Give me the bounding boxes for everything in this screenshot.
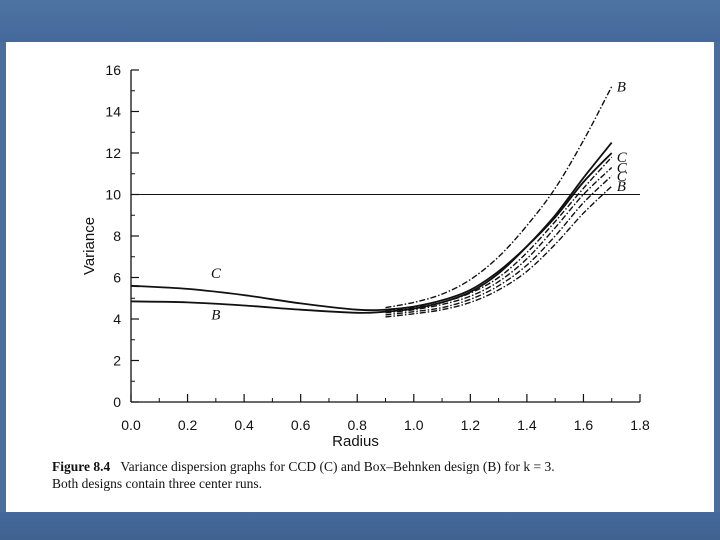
series-label-b: B (617, 80, 626, 96)
series-line-b-1 (130, 142, 613, 314)
x-tick-label: 1.6 (574, 417, 594, 433)
x-tick-label: 1.4 (517, 417, 537, 433)
x-tick-label: 0.6 (291, 417, 311, 433)
series-line-c-4 (385, 166, 613, 314)
chart-series-layer (130, 86, 613, 318)
x-tick-label: 0.8 (347, 417, 367, 433)
series-line-c-5 (385, 175, 613, 316)
series-line-b-6 (385, 185, 613, 318)
y-tick-label: 0 (113, 394, 121, 410)
series-label-c: C (617, 161, 628, 177)
figure-caption: Figure 8.4 Variance dispersion graphs fo… (52, 458, 672, 492)
x-tick-label: 0.2 (178, 417, 198, 433)
y-tick-label: 6 (113, 270, 121, 286)
figure-caption-label: Figure 8.4 (52, 459, 111, 474)
y-tick-label: 4 (113, 311, 121, 327)
series-label-c: C (617, 169, 628, 185)
series-label-b: B (211, 307, 220, 323)
figure-caption-text: Variance dispersion graphs for CCD (C) a… (120, 459, 555, 474)
slide-bottom-band (0, 512, 720, 540)
y-tick-label: 8 (113, 228, 121, 244)
series-label-c: C (617, 150, 628, 166)
x-tick-label: 1.2 (461, 417, 481, 433)
x-tick-label: 0.4 (234, 417, 254, 433)
x-axis-label: Radius (332, 433, 379, 450)
chart-axes: 0 2 4 6 8 10 12 14 16 0.0 0.2 0.4 0.6 0.8 1.0 1.2 1.4 1.6… (81, 62, 650, 450)
series-label-b: B (617, 179, 626, 195)
series-line-c-0 (130, 152, 613, 312)
x-tick-label: 1.0 (404, 417, 424, 433)
y-tick-label: 2 (113, 353, 121, 369)
x-tick-label: 1.8 (630, 417, 650, 433)
x-tick-label: 0.0 (121, 417, 141, 433)
series-line-b-2 (385, 86, 613, 309)
series-line-c-3 (385, 156, 613, 312)
figure-caption-continuation: Both designs contain three center runs. (52, 476, 262, 491)
slide-top-band (0, 0, 720, 42)
y-axis-label: Variance (81, 217, 98, 275)
series-label-c: C (211, 266, 222, 282)
y-tick-label: 10 (105, 187, 121, 203)
y-tick-label: 14 (105, 104, 121, 120)
y-tick-label: 12 (105, 145, 121, 161)
y-tick-label: 16 (105, 62, 121, 78)
figure-panel (6, 42, 714, 512)
